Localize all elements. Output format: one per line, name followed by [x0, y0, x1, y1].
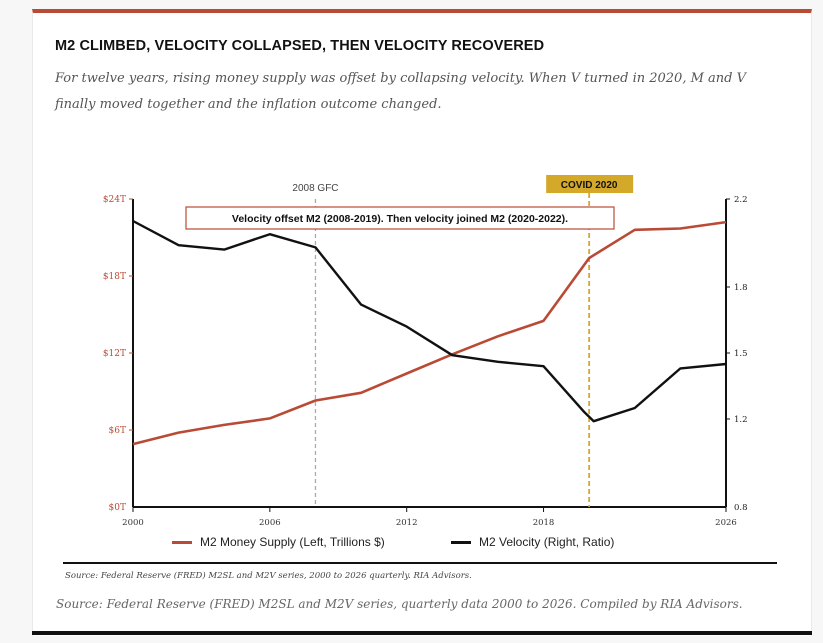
covid-marker-label: COVID 2020 — [561, 180, 618, 191]
y-right-tick-label: 1.2 — [734, 415, 748, 425]
m2-line — [132, 220, 727, 446]
legend-velocity: M2 Velocity (Right, Ratio) — [451, 535, 614, 549]
gfc-marker-label: 2008 GFC — [292, 183, 338, 194]
y-right-tick-label: 0.8 — [734, 503, 748, 513]
x-tick-label: 2006 — [259, 518, 281, 528]
legend-velocity-label: M2 Velocity (Right, Ratio) — [479, 535, 615, 549]
x-tick-label: 2000 — [122, 518, 144, 528]
x-tick-label: 2012 — [396, 518, 418, 528]
x-tick-label: 2018 — [533, 518, 555, 528]
y-left-tick-label: $12T — [103, 349, 126, 359]
x-tick-label: 2026 — [715, 518, 737, 528]
covid-marker-badge — [546, 175, 634, 193]
y-left-tick-label: $24T — [103, 195, 126, 205]
chart-title: M2 CLIMBED, VELOCITY COLLAPSED, THEN VEL… — [55, 38, 545, 54]
y-left-tick-label: $18T — [103, 272, 126, 282]
y-right-tick-label: 2.2 — [734, 195, 748, 205]
source-note: Source: Federal Reserve (FRED) M2SL and … — [56, 597, 743, 611]
y-left-tick-label: $6T — [109, 426, 126, 436]
bottom-divider — [32, 631, 812, 635]
annotation-text: Velocity offset M2 (2008-2019). Then vel… — [232, 213, 568, 225]
legend-m2: M2 Money Supply (Left, Trillions $) — [172, 535, 385, 549]
legend-m2-swatch — [172, 540, 192, 544]
velocity-line — [132, 219, 727, 423]
source-divider — [63, 562, 777, 564]
chart-card — [32, 9, 812, 636]
legend-m2-label: M2 Money Supply (Left, Trillions $) — [200, 535, 385, 549]
chart-subtitle: For twelve years, rising money supply wa… — [55, 71, 746, 112]
source-note-small: Source: Federal Reserve (FRED) M2SL and … — [65, 571, 472, 581]
y-left-tick-label: $0T — [109, 503, 126, 513]
legend-velocity-swatch — [451, 540, 471, 544]
y-right-tick-label: 1.8 — [734, 283, 748, 293]
annotation-box — [185, 206, 615, 230]
y-right-tick-label: 1.5 — [734, 349, 748, 359]
